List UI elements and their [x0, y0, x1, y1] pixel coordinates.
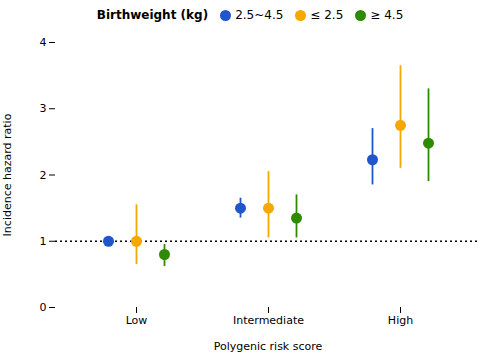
svg-text:0: 0	[40, 301, 47, 314]
svg-text:2: 2	[40, 169, 47, 182]
html-text:≥ 4.5: ≥ 4.5	[370, 8, 404, 22]
html-text:≤ 2.5: ≤ 2.5	[310, 8, 344, 22]
svg-text:3: 3	[40, 102, 47, 115]
svg-text:Intermediate: Intermediate	[233, 314, 304, 327]
svg-text:High: High	[388, 314, 413, 327]
svg-text:Incidence hazard ratio: Incidence hazard ratio	[1, 113, 14, 236]
svg-text:4: 4	[40, 36, 47, 49]
html-text:2.5~4.5: 2.5~4.5	[235, 8, 284, 22]
svg-text:Low: Low	[126, 314, 148, 327]
html-text:Birthweight (kg): Birthweight (kg)	[96, 8, 209, 22]
svg-text:Polygenic risk score: Polygenic risk score	[214, 340, 323, 353]
svg-text:1: 1	[40, 235, 47, 248]
